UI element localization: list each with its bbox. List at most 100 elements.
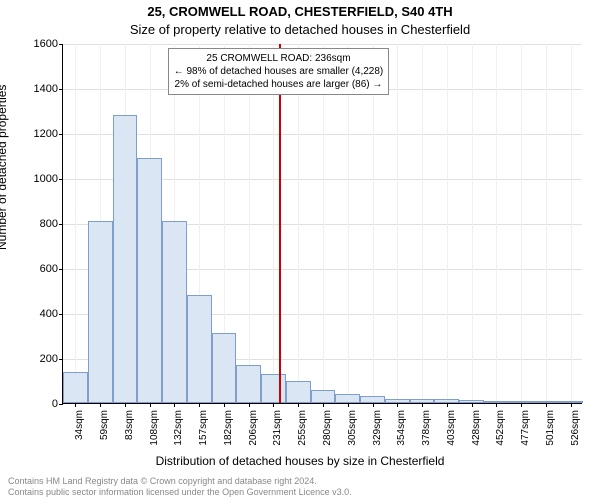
xtick-mark — [422, 403, 423, 407]
histogram-bar — [162, 221, 187, 403]
ytick-mark — [59, 89, 63, 90]
ytick-label: 1200 — [32, 128, 58, 140]
xtick-mark — [348, 403, 349, 407]
histogram-bar — [236, 365, 261, 403]
ytick-label: 1000 — [32, 173, 58, 185]
xtick-label: 59sqm — [99, 410, 110, 455]
annotation-line3: 2% of semi-detached houses are larger (8… — [174, 78, 384, 91]
xtick-mark — [199, 403, 200, 407]
xtick-mark — [571, 403, 572, 407]
xtick-label: 428sqm — [471, 410, 482, 455]
grid-v — [447, 44, 448, 403]
xtick-mark — [521, 403, 522, 407]
xtick-label: 477sqm — [520, 410, 531, 455]
xtick-label: 231sqm — [272, 410, 283, 455]
xtick-label: 378sqm — [421, 410, 432, 455]
footer-credits: Contains HM Land Registry data © Crown c… — [8, 476, 592, 499]
histogram-bar — [88, 221, 113, 403]
histogram-bar — [360, 396, 385, 403]
ytick-label: 400 — [32, 308, 58, 320]
histogram-bar — [63, 372, 88, 404]
ytick-label: 600 — [32, 263, 58, 275]
grid-v — [273, 44, 274, 403]
grid-v — [397, 44, 398, 403]
xtick-label: 280sqm — [322, 410, 333, 455]
y-axis-label: Number of detached properties — [0, 85, 9, 250]
xtick-mark — [125, 403, 126, 407]
xtick-mark — [447, 403, 448, 407]
xtick-label: 452sqm — [495, 410, 506, 455]
ytick-mark — [59, 269, 63, 270]
ytick-mark — [59, 134, 63, 135]
xtick-label: 329sqm — [372, 410, 383, 455]
grid-v — [298, 44, 299, 403]
xtick-label: 354sqm — [396, 410, 407, 455]
xtick-label: 108sqm — [149, 410, 160, 455]
ytick-mark — [59, 404, 63, 405]
xtick-mark — [323, 403, 324, 407]
grid-v — [496, 44, 497, 403]
histogram-bar — [212, 333, 237, 403]
xtick-mark — [373, 403, 374, 407]
histogram-bar — [137, 158, 162, 403]
xtick-mark — [496, 403, 497, 407]
annotation-line2: ← 98% of detached houses are smaller (4,… — [174, 65, 384, 78]
xtick-mark — [75, 403, 76, 407]
grid-v — [571, 44, 572, 403]
xtick-label: 305sqm — [347, 410, 358, 455]
xtick-mark — [150, 403, 151, 407]
ytick-mark — [59, 44, 63, 45]
xtick-mark — [472, 403, 473, 407]
xtick-label: 526sqm — [570, 410, 581, 455]
xtick-label: 132sqm — [173, 410, 184, 455]
xtick-label: 182sqm — [223, 410, 234, 455]
annotation-line1: 25 CROMWELL ROAD: 236sqm — [174, 52, 384, 65]
grid-v — [323, 44, 324, 403]
histogram-bar — [261, 374, 286, 403]
ytick-label: 1600 — [32, 38, 58, 50]
xtick-mark — [249, 403, 250, 407]
xtick-label: 83sqm — [124, 410, 135, 455]
ytick-mark — [59, 359, 63, 360]
ytick-label: 1400 — [32, 83, 58, 95]
xtick-label: 34sqm — [74, 410, 85, 455]
histogram-bar — [286, 381, 311, 404]
page-title-line2: Size of property relative to detached ho… — [0, 22, 600, 37]
xtick-label: 206sqm — [248, 410, 259, 455]
ytick-mark — [59, 314, 63, 315]
histogram-bar — [113, 115, 138, 403]
marker-line — [279, 44, 281, 403]
histogram-plot: 25 CROMWELL ROAD: 236sqm ← 98% of detach… — [62, 44, 582, 404]
histogram-bar — [187, 295, 212, 403]
footer-line2: Contains public sector information licen… — [8, 487, 592, 498]
xtick-mark — [298, 403, 299, 407]
xtick-mark — [174, 403, 175, 407]
xtick-label: 501sqm — [545, 410, 556, 455]
grid-v — [249, 44, 250, 403]
grid-v — [546, 44, 547, 403]
xtick-label: 403sqm — [446, 410, 457, 455]
ytick-mark — [59, 179, 63, 180]
ytick-label: 800 — [32, 218, 58, 230]
xtick-mark — [546, 403, 547, 407]
histogram-bar — [335, 394, 360, 403]
grid-v — [75, 44, 76, 403]
xtick-mark — [224, 403, 225, 407]
grid-v — [472, 44, 473, 403]
grid-v — [373, 44, 374, 403]
footer-line1: Contains HM Land Registry data © Crown c… — [8, 476, 592, 487]
grid-v — [521, 44, 522, 403]
ytick-label: 200 — [32, 353, 58, 365]
histogram-bar — [311, 390, 336, 404]
xtick-label: 255sqm — [297, 410, 308, 455]
page-title-line1: 25, CROMWELL ROAD, CHESTERFIELD, S40 4TH — [0, 4, 600, 19]
x-axis-label: Distribution of detached houses by size … — [0, 454, 600, 468]
marker-annotation: 25 CROMWELL ROAD: 236sqm ← 98% of detach… — [168, 48, 390, 95]
ytick-mark — [59, 224, 63, 225]
ytick-label: 0 — [32, 398, 58, 410]
grid-v — [422, 44, 423, 403]
grid-v — [348, 44, 349, 403]
xtick-label: 157sqm — [198, 410, 209, 455]
xtick-mark — [100, 403, 101, 407]
xtick-mark — [397, 403, 398, 407]
